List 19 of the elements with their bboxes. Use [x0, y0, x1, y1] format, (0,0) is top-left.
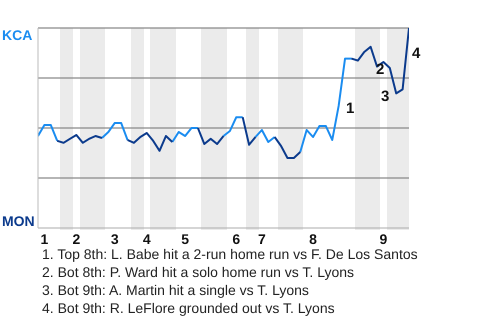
- text: 2. Bot 8th: P. Ward hit a solo home run vs T. Lyons: [42, 263, 356, 281]
- x-tick-label: 7: [258, 230, 266, 247]
- x-tick-label: 1: [40, 230, 48, 247]
- annotation: 1: [346, 100, 354, 117]
- text: 3. Bot 9th: A. Martin hit a single vs T. Lyons: [42, 281, 310, 299]
- x-tick-label: 8: [309, 230, 318, 247]
- x-tick-label: 9: [380, 230, 388, 247]
- x-tick-label: 5: [181, 230, 190, 247]
- text: 4. Bot 9th: R. LeFlore grounded out vs T. Lyons: [42, 299, 336, 317]
- x-tick-label: 3: [110, 230, 119, 247]
- text: 1. Top 8th: L. Babe hit a 2-run home run vs F. De Los Santos: [42, 245, 418, 263]
- x-tick-label: 4: [142, 230, 151, 247]
- annotation: 2: [376, 61, 384, 78]
- x-tick-label: 6: [232, 230, 240, 247]
- x-tick-label: 2: [72, 230, 80, 247]
- text: MON: [2, 213, 35, 229]
- annotation: 3: [381, 88, 390, 105]
- ref-line-label: KCA: [2, 27, 32, 43]
- text: 4: [412, 45, 421, 62]
